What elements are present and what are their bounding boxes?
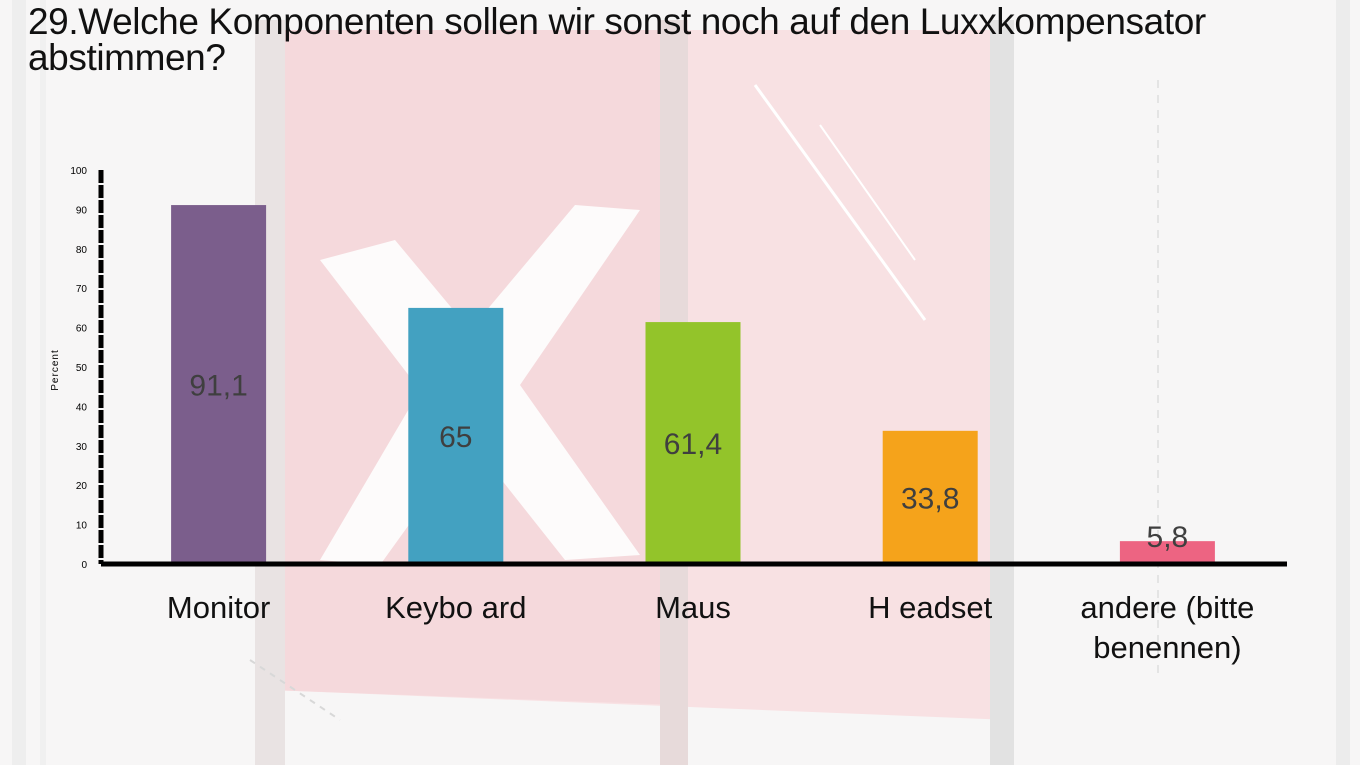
x-tick-label: H eadset — [868, 590, 992, 625]
page-title: 29.Welche Komponenten sollen wir sonst n… — [28, 1, 1206, 78]
data-label: 65 — [439, 421, 472, 454]
y-tick-label: 10 — [76, 521, 88, 532]
data-label: 61,4 — [664, 428, 722, 461]
y-tick-label: 100 — [70, 166, 87, 177]
data-label: 5,8 — [1147, 521, 1189, 554]
y-tick-label: 40 — [76, 402, 88, 413]
bar — [171, 205, 267, 565]
y-tick-label: 70 — [76, 284, 88, 295]
x-tick-label: Keybo ard — [385, 590, 526, 625]
y-tick-label: 30 — [76, 442, 88, 453]
bar — [408, 307, 504, 564]
x-tick-label: Monitor — [167, 590, 270, 625]
x-tick-label: benennen) — [1093, 630, 1241, 665]
y-tick-label: 20 — [76, 481, 88, 492]
bar — [645, 322, 741, 564]
y-tick-label: 60 — [76, 324, 88, 335]
y-tick-label: 80 — [76, 245, 88, 256]
x-tick-label: andere (bitte — [1080, 590, 1254, 625]
bar — [882, 430, 978, 564]
bar — [1119, 541, 1215, 564]
x-tick-label: Maus — [655, 590, 731, 625]
y-tick-label: 50 — [76, 363, 88, 374]
data-label: 33,8 — [901, 482, 959, 515]
data-label: 91,1 — [189, 370, 247, 403]
y-tick-label: 0 — [81, 560, 87, 571]
y-axis-label: Percent — [50, 349, 61, 390]
y-tick-label: 90 — [76, 205, 88, 216]
